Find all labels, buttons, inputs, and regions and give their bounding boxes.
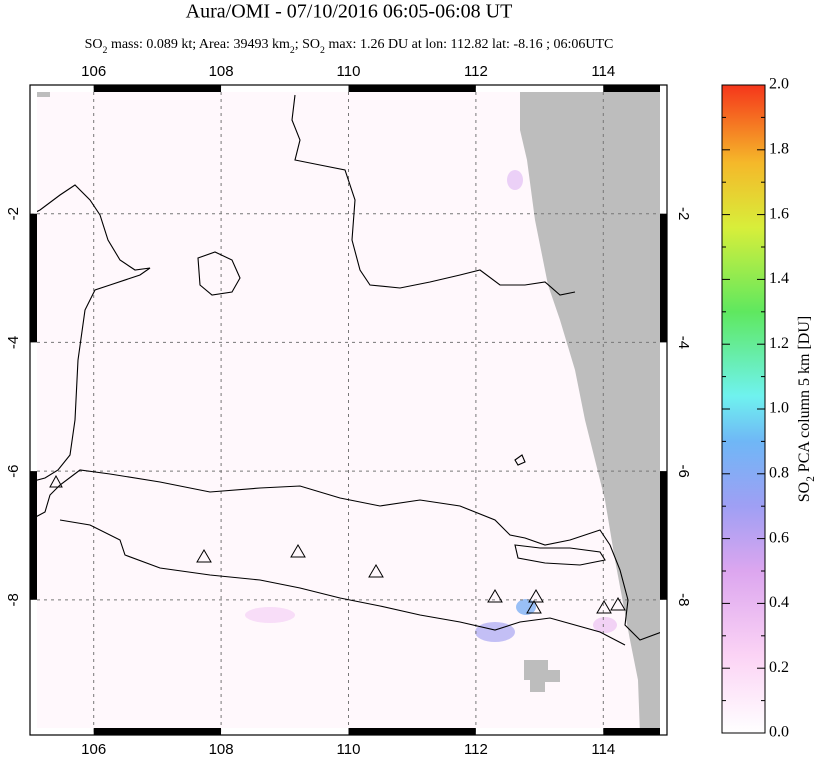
- colorbar-tick-label: 1.2: [769, 335, 789, 352]
- subscript: 2: [103, 45, 108, 56]
- text-segment: max: 1.26 DU at lon: 112.82 lat: -8.16 ;…: [325, 37, 613, 52]
- so2-plume: [516, 599, 536, 615]
- frame-bar: [603, 85, 667, 92]
- no-data-area: [520, 85, 667, 735]
- x-tick-label: 106: [81, 63, 106, 80]
- colorbar-tick-label: 0.8: [769, 464, 789, 481]
- colorbar-tick-label: 0.4: [769, 594, 789, 611]
- no-data-area: [524, 660, 560, 692]
- x-tick-label: 112: [464, 63, 488, 80]
- coastline: [514, 454, 526, 466]
- frame-bar: [30, 85, 94, 92]
- colorbar-tick-label: 0.0: [769, 724, 789, 741]
- y-tick-label: -8: [675, 593, 692, 606]
- frame-bar: [660, 85, 667, 214]
- frame-bar: [348, 85, 476, 92]
- x-tick-label: 108: [209, 741, 234, 758]
- frame-border: [29, 84, 668, 736]
- x-tick-label: 110: [337, 63, 361, 80]
- subscript: 2: [320, 45, 325, 56]
- frame-bar: [348, 728, 476, 735]
- coastline: [59, 519, 626, 646]
- coastline: [30, 469, 667, 641]
- frame-bar: [221, 728, 349, 735]
- frame-bar: [660, 213, 667, 343]
- frame-bar: [660, 342, 667, 472]
- frame-bar: [93, 85, 222, 92]
- y-tick-label: -4: [675, 336, 692, 349]
- map-frame: [29, 84, 668, 736]
- volcano: [290, 544, 306, 558]
- y-tick-label: -4: [5, 336, 22, 349]
- frame-bar: [30, 213, 37, 343]
- volcano: [596, 600, 612, 614]
- text-segment: SO: [796, 482, 813, 502]
- frame-bar: [30, 599, 37, 735]
- text-segment: ; SO: [295, 37, 320, 52]
- y-tick-label: -6: [675, 464, 692, 477]
- volcano: [528, 589, 544, 603]
- colorbar-tick-label: 0.2: [769, 659, 789, 676]
- chart-title: Aura/OMI - 07/10/2016 06:05-06:08 UT: [186, 1, 513, 23]
- frame-bar: [30, 342, 37, 472]
- colorbar-tick-label: 1.4: [769, 270, 789, 287]
- x-tick-label: 114: [591, 63, 615, 80]
- text-segment: mass: 0.089 kt; Area: 39493 km: [107, 37, 289, 52]
- subscript: 2: [290, 45, 295, 56]
- volcano: [49, 474, 63, 488]
- colorbar-label: SO2 PCA column 5 km [DU]: [796, 316, 817, 503]
- colorbar-tick-label: 0.6: [769, 529, 789, 546]
- x-tick-label: 108: [209, 63, 234, 80]
- y-tick-label: -2: [675, 207, 692, 220]
- frame-bar: [30, 471, 37, 600]
- volcano-markers: [49, 474, 626, 614]
- frame-bar: [93, 728, 222, 735]
- coastline: [197, 251, 241, 296]
- y-tick-label: -8: [5, 593, 22, 606]
- subscript: 2: [805, 476, 817, 482]
- volcano: [610, 597, 626, 611]
- frame-bar: [475, 728, 604, 735]
- frame-bar: [30, 85, 37, 214]
- coastline: [291, 94, 576, 296]
- colorbar-tick-label: 1.0: [769, 400, 789, 417]
- so2-plume: [593, 617, 617, 633]
- chart-subtitle: SO2 mass: 0.089 kt; Area: 39493 km2; SO2…: [85, 37, 614, 56]
- grid: [30, 85, 667, 735]
- x-tick-label: 112: [464, 741, 488, 758]
- so2-plume: [245, 607, 295, 623]
- x-tick-label: 114: [591, 741, 615, 758]
- volcano: [526, 600, 542, 614]
- colorbar-tick-label: 1.8: [769, 140, 789, 157]
- frame-bar: [660, 471, 667, 600]
- frame-bar: [30, 728, 94, 735]
- x-tick-label: 110: [337, 741, 361, 758]
- text-segment: SO: [85, 37, 103, 52]
- volcano: [368, 564, 384, 578]
- coastline: [30, 184, 151, 483]
- y-tick-label: -2: [5, 207, 22, 220]
- frame-bar: [660, 599, 667, 735]
- colorbar-tick-label: 1.6: [769, 205, 789, 222]
- coastline: [514, 544, 606, 566]
- volcano: [487, 589, 503, 603]
- volcano: [196, 549, 212, 563]
- colorbar-tick-label: 2.0: [769, 76, 789, 93]
- text-segment: PCA column 5 km [DU]: [796, 316, 813, 476]
- y-tick-label: -6: [5, 464, 22, 477]
- frame-bar: [475, 85, 604, 92]
- so2-plume: [507, 170, 523, 190]
- x-tick-label: 106: [81, 741, 106, 758]
- colorbar-ticks: 0.0 0.2 0.4 0.6 0.8 1.0 1.2 1.4 1.6 1.8 2.0: [722, 76, 789, 741]
- map-layer: [30, 85, 667, 735]
- frame-bar: [603, 728, 667, 735]
- frame-bar: [221, 85, 349, 92]
